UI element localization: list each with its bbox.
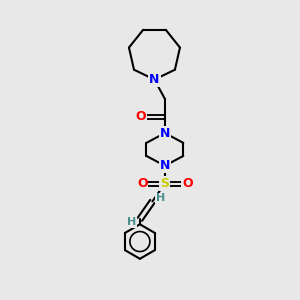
Text: H: H — [127, 217, 136, 227]
Text: O: O — [136, 110, 146, 123]
Text: H: H — [156, 194, 165, 203]
Text: N: N — [160, 127, 170, 140]
Text: S: S — [160, 177, 169, 190]
Text: N: N — [160, 159, 170, 172]
Text: O: O — [182, 177, 193, 190]
Text: N: N — [149, 73, 160, 86]
Text: O: O — [137, 177, 148, 190]
